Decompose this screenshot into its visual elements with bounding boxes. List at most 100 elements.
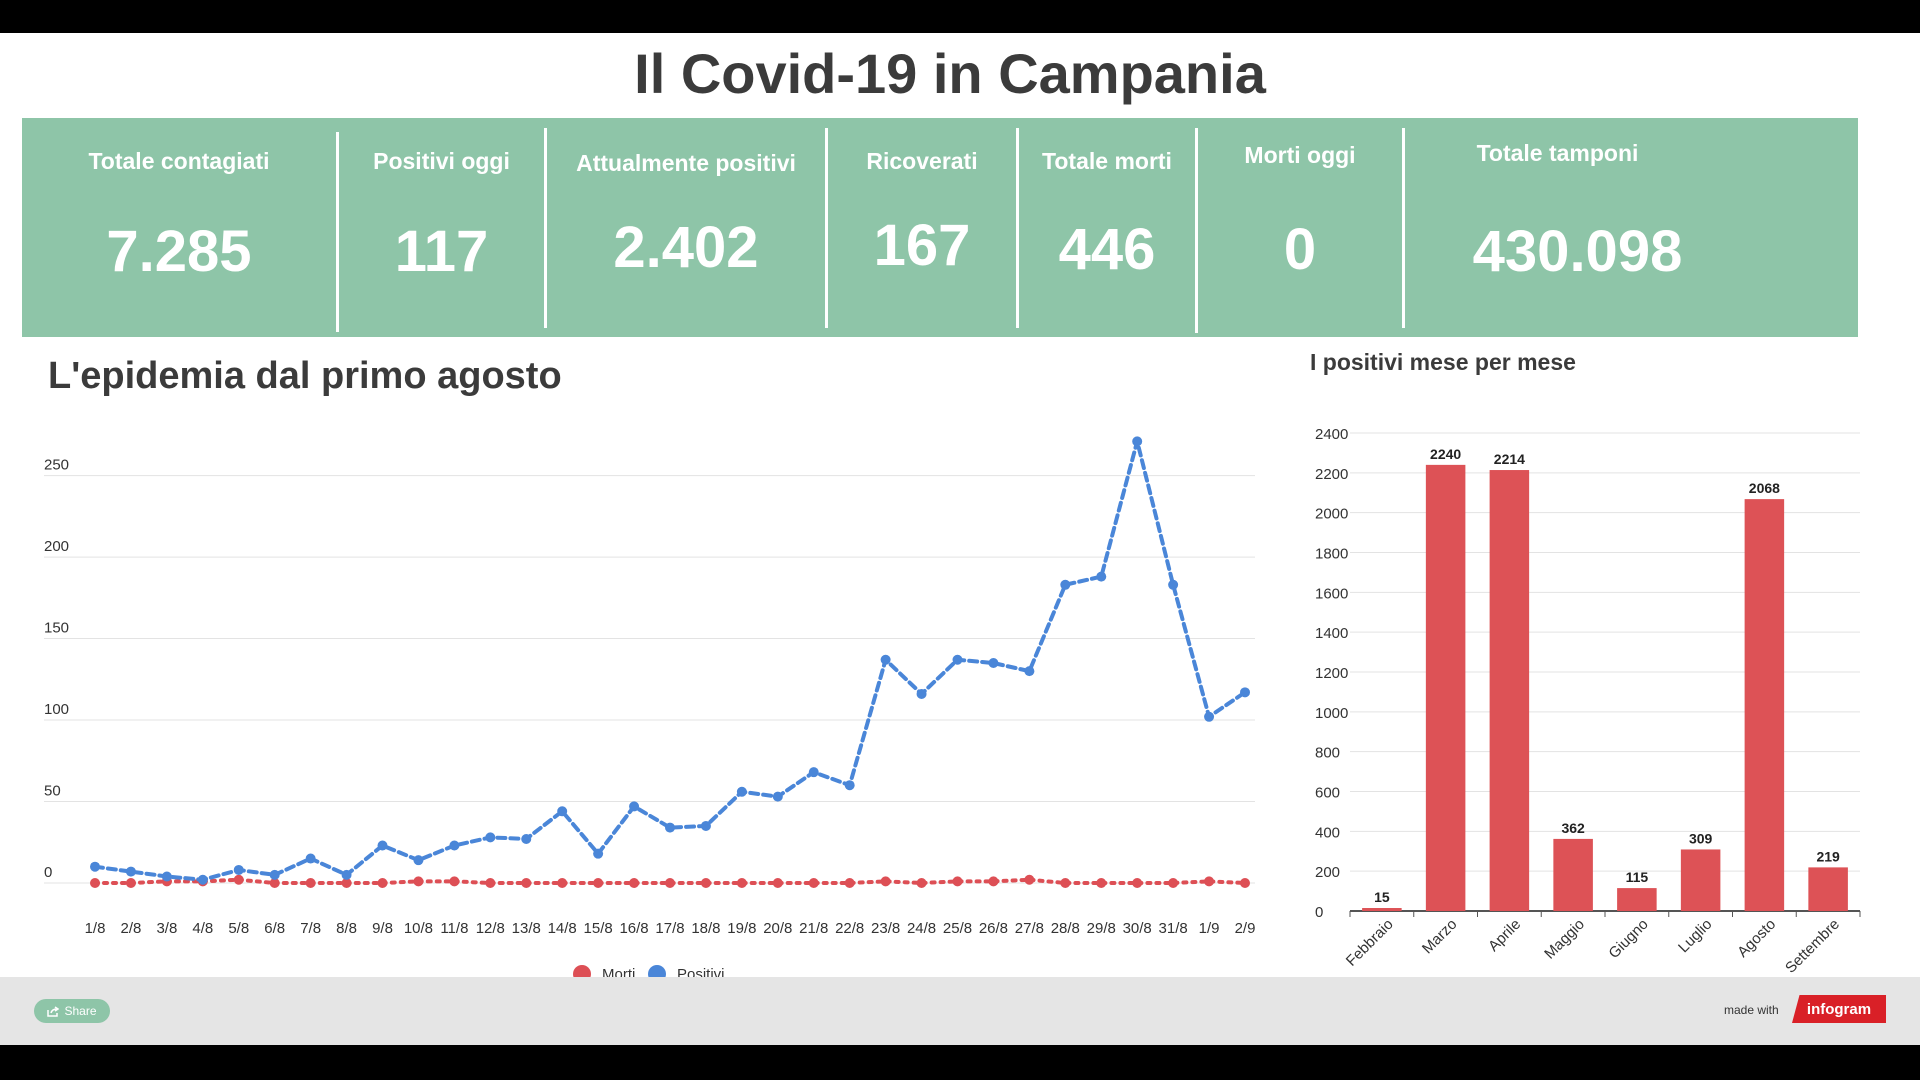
data-point-positivi bbox=[700, 820, 711, 831]
y-tick-label: 50 bbox=[44, 783, 61, 800]
data-label: 2214 bbox=[1494, 451, 1525, 467]
x-tick-label: 7/8 bbox=[300, 920, 321, 937]
bar-chart-title: I positivi mese per mese bbox=[1310, 349, 1576, 375]
stat-divider bbox=[1016, 128, 1019, 328]
data-point-morti bbox=[233, 874, 244, 885]
stats-panel: Totale contagiati 7.285 Positivi oggi 11… bbox=[22, 118, 1858, 337]
data-point-morti bbox=[413, 876, 424, 887]
x-tick-label: 8/8 bbox=[336, 920, 357, 937]
stat-value: 117 bbox=[394, 219, 489, 284]
stat-divider bbox=[1402, 128, 1405, 328]
x-tick-label: 18/8 bbox=[691, 920, 720, 937]
x-tick-label: 17/8 bbox=[655, 920, 684, 937]
bar bbox=[1553, 838, 1593, 911]
bar-chart: 0 200 400 600 800 1000 1200 1400 1600 1800 2000 220… bbox=[1315, 426, 1861, 977]
y-tick-label: 0 bbox=[1315, 904, 1323, 921]
y-tick-label: 0 bbox=[44, 864, 52, 881]
data-point-morti bbox=[808, 878, 819, 888]
category-label: Settembre bbox=[1782, 916, 1843, 977]
stat-divider bbox=[336, 132, 339, 332]
data-point-morti bbox=[880, 876, 891, 887]
data-point-positivi bbox=[161, 871, 172, 882]
x-tick-label: 2/9 bbox=[1235, 920, 1256, 937]
data-point-morti bbox=[485, 878, 496, 888]
data-point-morti bbox=[593, 878, 604, 888]
bar bbox=[1489, 470, 1530, 911]
y-tick-label: 400 bbox=[1315, 824, 1340, 841]
data-label: 2068 bbox=[1749, 480, 1780, 496]
share-button[interactable]: Share bbox=[34, 999, 110, 1023]
x-tick-label: 24/8 bbox=[907, 920, 936, 937]
data-point-positivi bbox=[1132, 436, 1143, 447]
stat-label: Ricoverati bbox=[866, 148, 978, 174]
stat-totale-tamponi: Totale tamponi 430.098 bbox=[1405, 118, 1750, 337]
share-label: Share bbox=[64, 1004, 97, 1018]
stat-label: Attualmente positivi bbox=[576, 150, 796, 176]
x-tick-label: 22/8 bbox=[835, 920, 864, 937]
stat-positivi-oggi: Positivi oggi 117 bbox=[339, 118, 544, 337]
data-point-positivi bbox=[952, 654, 963, 665]
x-tick-label: 23/8 bbox=[871, 920, 900, 937]
data-point-morti bbox=[341, 878, 352, 888]
x-tick-label: 6/8 bbox=[264, 920, 285, 937]
infogram-logo[interactable]: infogram bbox=[1792, 995, 1886, 1023]
data-point-positivi bbox=[557, 806, 568, 817]
data-point-morti bbox=[916, 878, 927, 888]
data-point-positivi bbox=[90, 861, 100, 872]
x-tick-label: 29/8 bbox=[1087, 920, 1116, 937]
x-tick-label: 11/8 bbox=[440, 920, 468, 937]
x-tick-label: 27/8 bbox=[1015, 920, 1044, 937]
stat-totale-contagiati: Totale contagiati 7.285 bbox=[22, 118, 336, 337]
data-label: 219 bbox=[1816, 848, 1840, 864]
category-label: Luglio bbox=[1675, 916, 1715, 956]
x-tick-label: 16/8 bbox=[619, 920, 648, 937]
data-point-positivi bbox=[1240, 687, 1250, 698]
y-tick-label: 600 bbox=[1315, 785, 1340, 802]
x-tick-label: 20/8 bbox=[763, 920, 792, 937]
x-tick-label: 1/8 bbox=[85, 920, 106, 937]
data-point-positivi bbox=[916, 688, 927, 699]
page-title: Il Covid-19 in Campania bbox=[634, 42, 1266, 105]
stat-label: Morti oggi bbox=[1244, 142, 1356, 168]
stat-totale-morti: Totale morti 446 bbox=[1019, 118, 1195, 337]
x-tick-label: 28/8 bbox=[1051, 920, 1080, 937]
data-point-morti bbox=[377, 878, 388, 888]
data-point-morti bbox=[665, 878, 675, 888]
stat-morti-oggi: Morti oggi 0 bbox=[1198, 118, 1402, 337]
share-icon bbox=[47, 1005, 60, 1017]
data-point-positivi bbox=[197, 874, 208, 885]
category-label: Maggio bbox=[1541, 916, 1588, 963]
data-point-morti bbox=[988, 876, 999, 887]
stat-label: Totale contagiati bbox=[88, 148, 270, 174]
data-point-morti bbox=[1240, 878, 1250, 888]
data-point-morti bbox=[736, 878, 747, 888]
y-tick-label: 250 bbox=[44, 457, 69, 474]
y-tick-label: 150 bbox=[44, 620, 69, 637]
series-line-positivi bbox=[93, 440, 1247, 882]
stat-value: 2.402 bbox=[613, 215, 759, 280]
x-tick-label: 3/8 bbox=[156, 920, 177, 937]
y-tick-label: 2000 bbox=[1315, 506, 1348, 523]
data-point-positivi bbox=[772, 791, 783, 802]
bar bbox=[1617, 888, 1657, 911]
category-label: Febbraio bbox=[1343, 916, 1397, 970]
data-point-positivi bbox=[485, 832, 496, 843]
data-point-positivi bbox=[341, 869, 352, 880]
data-point-positivi bbox=[1168, 579, 1179, 590]
data-point-morti bbox=[844, 878, 855, 888]
data-point-positivi bbox=[880, 654, 891, 665]
category-label: Marzo bbox=[1419, 916, 1460, 957]
line-chart: 0 50 100 150 200 250 1/8 2/8 3/8 4/8 5/8 6/8 7/8 8/8 9… bbox=[44, 436, 1256, 983]
y-tick-label: 2400 bbox=[1315, 426, 1348, 443]
footer-bar: Share made with infogram bbox=[0, 977, 1920, 1045]
x-tick-label: 2/8 bbox=[121, 920, 142, 937]
category-label: Agosto bbox=[1734, 916, 1779, 961]
x-tick-label: 26/8 bbox=[979, 920, 1008, 937]
stat-label: Totale morti bbox=[1042, 148, 1172, 174]
bar bbox=[1808, 867, 1848, 911]
data-point-morti bbox=[1096, 878, 1107, 888]
data-point-morti bbox=[1168, 878, 1179, 888]
data-point-positivi bbox=[1096, 571, 1107, 582]
data-point-morti bbox=[269, 878, 280, 888]
x-tick-label: 25/8 bbox=[943, 920, 972, 937]
